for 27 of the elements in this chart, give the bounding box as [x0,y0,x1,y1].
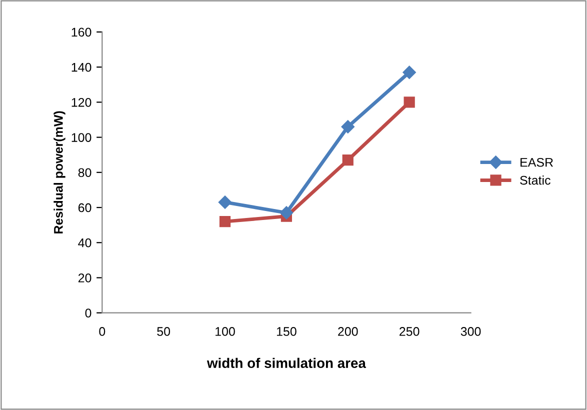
x-tick-label: 300 [460,327,481,336]
point [404,96,415,108]
y-tick-label: 160 [72,28,92,37]
y-tick-label: 60 [78,203,92,212]
y-tick-label: 100 [72,133,92,142]
y-tick-label: 80 [78,168,92,178]
y-tick-label: 40 [78,238,92,248]
x-tick-label: 50 [157,327,170,336]
point [402,66,416,79]
point [280,206,294,220]
x-tick-label: 250 [400,327,420,336]
x-tick-label: 200 [338,327,358,336]
x-tick-label: 100 [216,327,235,336]
x-axis-title: width of simulation area [206,358,366,368]
y-axis-title: Residual power(mW) [54,111,66,234]
point [218,196,232,209]
point [342,154,354,166]
y-tick-label: 140 [72,62,92,72]
x-tick-label: 150 [276,327,296,336]
point [341,120,354,134]
y-tick-label: 20 [78,274,92,282]
legend-label: Static [520,176,550,185]
y-tick-label: 0 [85,308,92,318]
y-tick-label: 120 [72,98,92,107]
legend-label: EASR [520,158,553,167]
x-tick-label: 0 [99,327,106,336]
point [219,216,231,228]
